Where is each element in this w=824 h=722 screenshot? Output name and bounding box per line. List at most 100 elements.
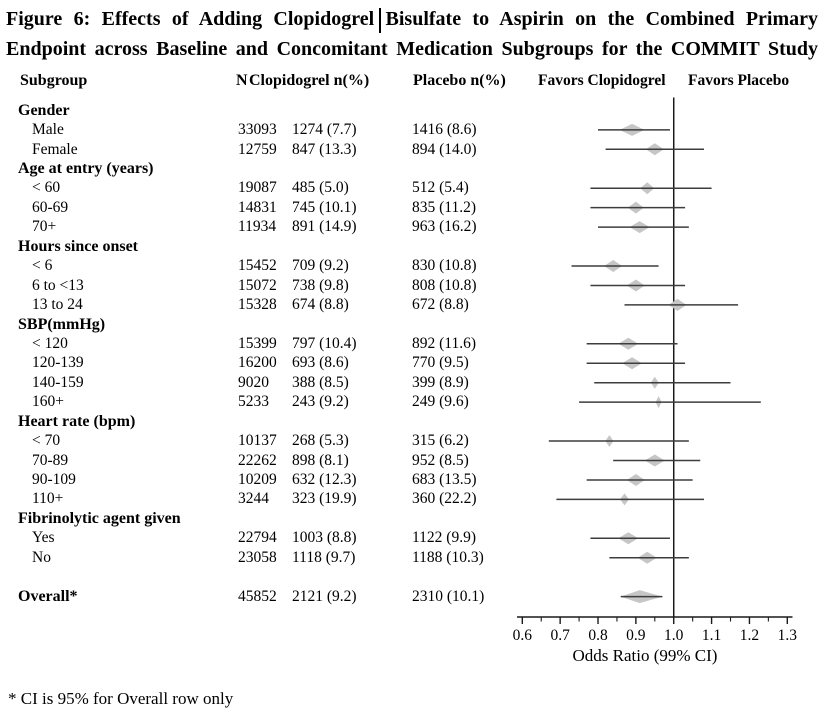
subgroup-data-row: 70-89 22262 898 (8.1) 952 (8.5) — [0, 451, 540, 470]
x-tick-label: 0.8 — [588, 627, 608, 644]
subgroup-data-row: 140-159 9020 388 (8.5) 399 (8.9) — [0, 373, 540, 392]
subgroup-data-row: < 6 15452 709 (9.2) 830 (10.8) — [0, 256, 540, 275]
subgroup-data-row: < 120 15399 797 (10.4) 892 (11.6) — [0, 334, 540, 353]
subgroup-data-row: Male 33093 1274 (7.7) 1416 (8.6) — [0, 120, 540, 139]
subgroup-table: Gender Male 33093 1274 (7.7) 1416 (8.6) Femal… — [0, 101, 540, 606]
clopidogrel-value: 891 (14.9) — [292, 218, 357, 236]
clopidogrel-value: 847 (13.3) — [292, 140, 357, 158]
n-value: 3244 — [238, 490, 269, 508]
x-tick-label: 1.1 — [702, 627, 721, 644]
x-tick-label: 1.3 — [778, 627, 798, 644]
n-value: 15072 — [238, 276, 277, 294]
subgroup-data-row: 70+ 11934 891 (14.9) 963 (16.2) — [0, 217, 540, 236]
x-tick-label: 0.9 — [626, 627, 646, 644]
subgroup-data-row: 6 to <13 15072 738 (9.8) 808 (10.8) — [0, 276, 540, 295]
placebo-value: 1416 (8.6) — [412, 121, 477, 139]
column-header-subgroup: Subgroup — [20, 72, 88, 89]
n-value: 5233 — [238, 393, 269, 411]
subgroup-header-row: Heart rate (bpm) — [0, 412, 540, 431]
n-value: 10209 — [238, 471, 277, 488]
subgroup-label: Heart rate (bpm) — [18, 412, 136, 430]
subgroup-label: Hours since onset — [18, 237, 138, 255]
subgroup-header-row: Hours since onset — [0, 237, 540, 256]
subgroup-label: 110+ — [32, 490, 64, 508]
placebo-value: 835 (11.2) — [412, 198, 476, 216]
placebo-value: 683 (13.5) — [412, 471, 477, 488]
favors-clopidogrel-label: Favors Clopidogrel — [538, 72, 666, 89]
placebo-value: 952 (8.5) — [412, 451, 469, 469]
x-tick-label: 1.0 — [664, 627, 684, 644]
subgroup-label: Gender — [18, 101, 70, 119]
subgroup-label: 70-89 — [32, 451, 69, 469]
subgroup-label: Overall* — [18, 587, 78, 605]
n-value: 15452 — [238, 257, 277, 275]
subgroup-label: 13 to 24 — [32, 296, 83, 314]
n-value: 10137 — [238, 432, 277, 450]
subgroup-data-row: < 60 19087 485 (5.0) 512 (5.4) — [0, 178, 540, 197]
clopidogrel-value: 1003 (8.8) — [292, 529, 357, 547]
placebo-value: 249 (9.6) — [412, 393, 469, 411]
clopidogrel-value: 388 (8.5) — [292, 373, 349, 391]
figure-title-line1: Figure 6: Effects of Adding Clopidogrel … — [6, 8, 818, 30]
subgroup-label: < 70 — [32, 432, 61, 450]
subgroup-data-row: 90-109 10209 632 (12.3) 683 (13.5) — [0, 470, 540, 489]
clopidogrel-value: 738 (9.8) — [292, 276, 349, 294]
figure-title-line2: Endpoint across Baseline and Concomitant… — [6, 38, 818, 60]
subgroup-label: 60-69 — [32, 198, 69, 216]
x-tick-label: 0.7 — [550, 627, 570, 644]
placebo-value: 963 (16.2) — [412, 218, 477, 236]
subgroup-label: 90-109 — [32, 471, 76, 488]
clopidogrel-value: 2121 (9.2) — [292, 587, 357, 605]
placebo-value: 2310 (10.1) — [412, 587, 485, 605]
favors-placebo-label: Favors Placebo — [688, 72, 790, 89]
subgroup-label: 140-159 — [32, 373, 84, 391]
placebo-value: 315 (6.2) — [412, 432, 469, 450]
subgroup-header-row: SBP(mmHg) — [0, 315, 540, 334]
placebo-value: 892 (11.6) — [412, 334, 476, 352]
subgroup-data-row: No 23058 1118 (9.7) 1188 (10.3) — [0, 548, 540, 567]
n-value: 11934 — [238, 218, 277, 236]
n-value: 22794 — [238, 529, 277, 547]
placebo-value: 672 (8.8) — [412, 296, 469, 314]
n-value: 16200 — [238, 354, 277, 372]
subgroup-label: < 6 — [32, 257, 53, 275]
subgroup-label: SBP(mmHg) — [18, 315, 106, 333]
subgroup-data-row: < 70 10137 268 (5.3) 315 (6.2) — [0, 431, 540, 450]
subgroup-label: Fibrinolytic agent given — [18, 509, 181, 527]
placebo-value: 808 (10.8) — [412, 276, 477, 294]
subgroup-label: < 120 — [32, 334, 68, 352]
subgroup-label: No — [32, 548, 51, 566]
subgroup-header-row: Age at entry (years) — [0, 159, 540, 178]
subgroup-data-row: 60-69 14831 745 (10.1) 835 (11.2) — [0, 198, 540, 217]
n-value: 9020 — [238, 373, 269, 391]
x-tick-label: 1.2 — [740, 627, 759, 644]
clopidogrel-value: 1274 (7.7) — [292, 121, 357, 139]
n-value: 45852 — [238, 587, 277, 605]
overall-row: Overall* 45852 2121 (9.2) 2310 (10.1) — [0, 587, 540, 606]
clopidogrel-value: 709 (9.2) — [292, 257, 349, 275]
subgroup-data-row: 120-139 16200 693 (8.6) 770 (9.5) — [0, 353, 540, 372]
subgroup-label: < 60 — [32, 179, 61, 197]
clopidogrel-value: 632 (12.3) — [292, 471, 357, 488]
placebo-value: 360 (22.2) — [412, 490, 477, 508]
placebo-value: 830 (10.8) — [412, 257, 477, 275]
clopidogrel-value: 745 (10.1) — [292, 198, 357, 216]
subgroup-data-row: 110+ 3244 323 (19.9) 360 (22.2) — [0, 489, 540, 508]
subgroup-label: 6 to <13 — [32, 276, 84, 294]
clopidogrel-value: 898 (8.1) — [292, 451, 349, 469]
column-header-placebo: Placebo n(%) — [413, 72, 506, 89]
clopidogrel-value: 1118 (9.7) — [292, 548, 356, 566]
clopidogrel-value: 323 (19.9) — [292, 490, 357, 508]
figure-title: Figure 6: Effects of Adding Clopidogrel … — [6, 4, 818, 64]
n-value: 23058 — [238, 548, 277, 566]
placebo-value: 399 (8.9) — [412, 373, 469, 391]
x-tick-label: 0.6 — [513, 627, 533, 644]
clopidogrel-value: 485 (5.0) — [292, 179, 349, 197]
n-value: 33093 — [238, 121, 277, 139]
n-value: 15399 — [238, 334, 277, 352]
n-value: 15328 — [238, 296, 277, 314]
footnote: * CI is 95% for Overall row only — [8, 689, 234, 708]
column-header-clopidogrel: Clopidogrel n(%) — [249, 72, 370, 89]
